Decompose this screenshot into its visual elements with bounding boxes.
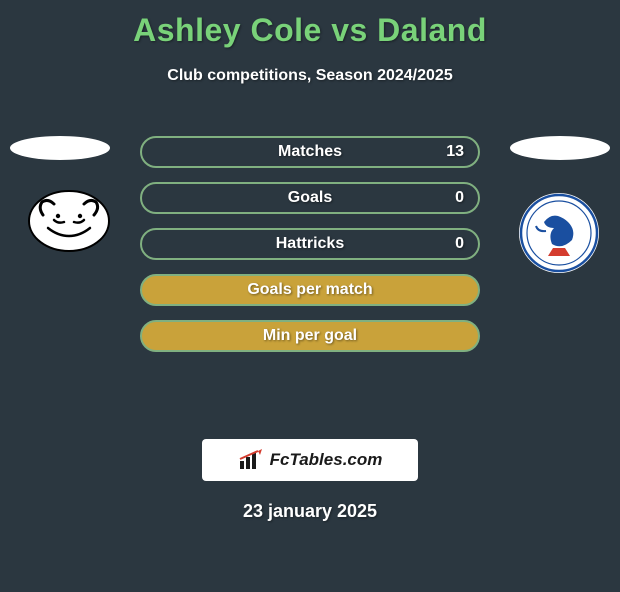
crest-right bbox=[518, 192, 600, 274]
stat-value: 0 bbox=[455, 235, 464, 253]
stat-label: Goals bbox=[288, 189, 332, 207]
bar-chart-icon bbox=[238, 449, 264, 471]
crest-left bbox=[28, 180, 110, 262]
stat-label: Hattricks bbox=[276, 235, 344, 253]
stat-row-min-per-goal: Min per goal bbox=[140, 320, 480, 352]
stat-row-hattricks: Hattricks 0 bbox=[140, 228, 480, 260]
stats-rows: Matches 13 Goals 0 Hattricks 0 Goals per… bbox=[140, 136, 480, 352]
date: 23 january 2025 bbox=[0, 501, 620, 522]
cardiff-bluebird-icon bbox=[518, 192, 600, 274]
branding-badge: FcTables.com bbox=[202, 439, 418, 481]
ellipse-left bbox=[10, 136, 110, 160]
ellipse-right bbox=[510, 136, 610, 160]
stat-label: Matches bbox=[278, 143, 342, 161]
stat-row-goals-per-match: Goals per match bbox=[140, 274, 480, 306]
stat-label: Min per goal bbox=[263, 327, 357, 345]
stat-row-matches: Matches 13 bbox=[140, 136, 480, 168]
page-title: Ashley Cole vs Daland bbox=[0, 12, 620, 49]
derby-ram-icon bbox=[28, 180, 110, 262]
stat-label: Goals per match bbox=[247, 281, 372, 299]
branding-text: FcTables.com bbox=[270, 450, 383, 470]
subtitle: Club competitions, Season 2024/2025 bbox=[0, 67, 620, 85]
stat-row-goals: Goals 0 bbox=[140, 182, 480, 214]
stat-value: 13 bbox=[446, 143, 464, 161]
stat-value: 0 bbox=[455, 189, 464, 207]
